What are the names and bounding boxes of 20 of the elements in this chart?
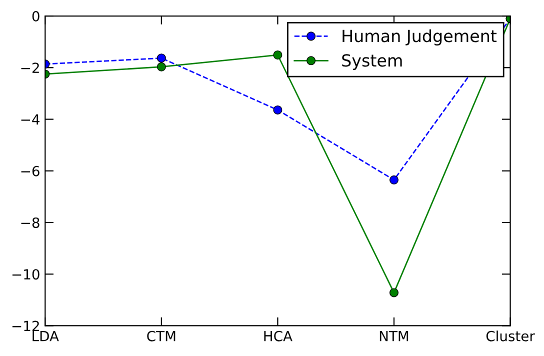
y-tick-label: −2 [21, 62, 39, 73]
x-tick-label: HCA [264, 330, 292, 342]
point [273, 105, 282, 114]
point [389, 175, 399, 184]
y-tick-label: −4 [21, 114, 40, 125]
y-tick-label: 0 [32, 10, 40, 22]
x-tick-label: CTM [147, 330, 176, 342]
x-tick-label: NTM [380, 331, 408, 342]
legend-label: System [342, 54, 402, 70]
point [156, 62, 166, 72]
point [156, 54, 166, 63]
y-tick-label: −12 [12, 320, 39, 332]
x-tick-label: Cluster [486, 330, 535, 342]
point [273, 50, 282, 60]
y-tick-label: −6 [21, 166, 40, 176]
x-tick-label: LDA [32, 331, 59, 342]
y-tick-label: −8 [21, 217, 40, 228]
point [389, 288, 399, 298]
y-tick-label: −10 [12, 269, 40, 280]
legend-label: Human Judgement [342, 29, 497, 46]
